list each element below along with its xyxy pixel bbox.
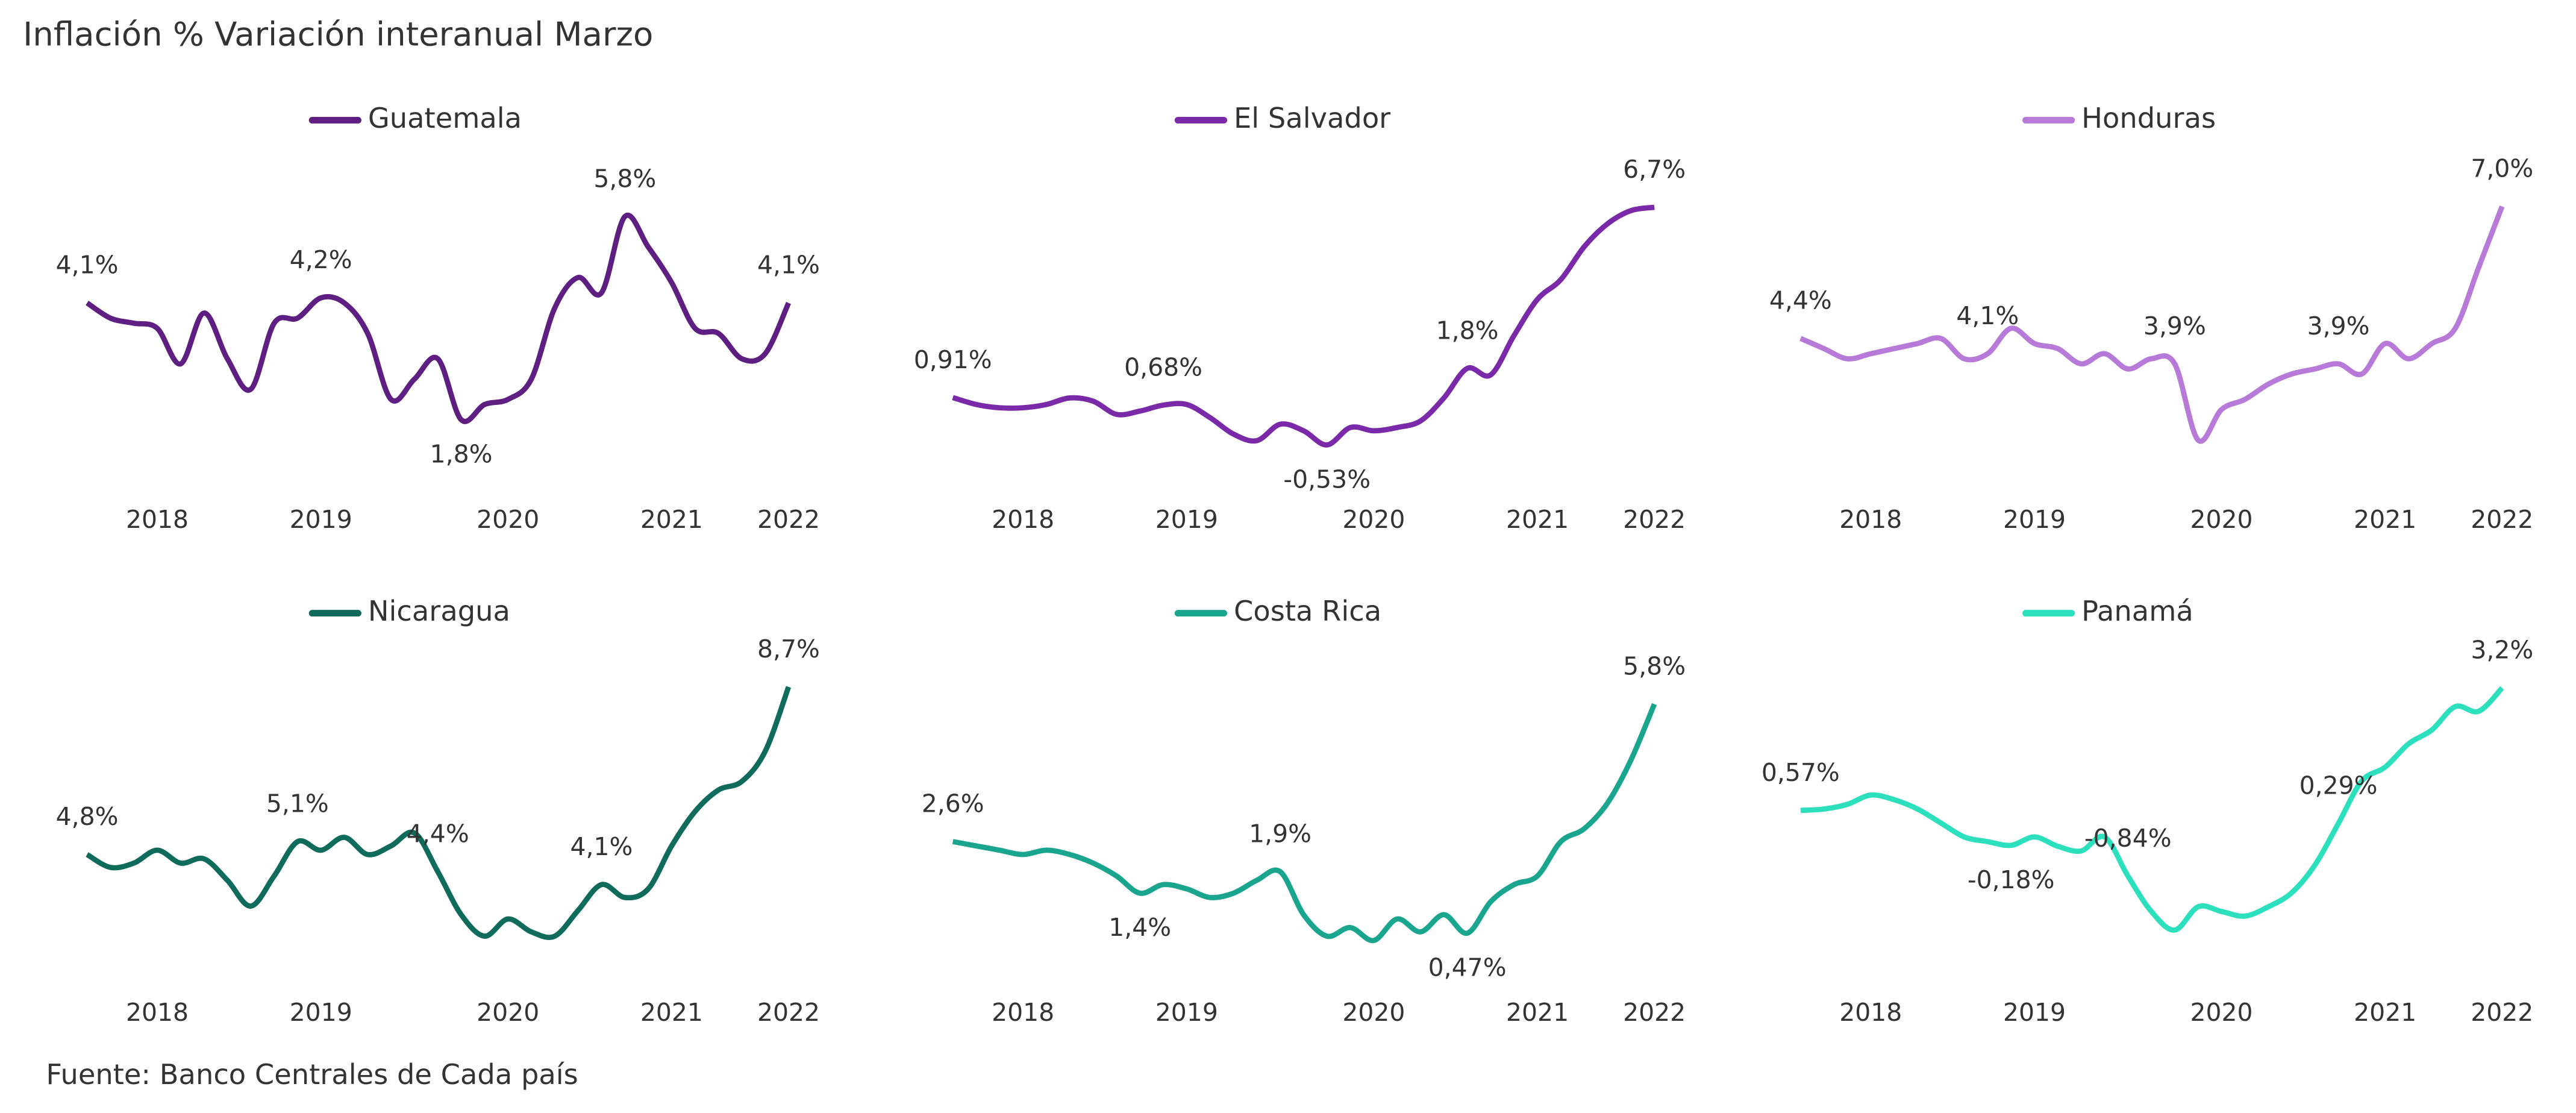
series-line bbox=[86, 686, 792, 940]
legend-label: Costa Rica bbox=[1234, 595, 1381, 627]
x-tick-label: 2020 bbox=[477, 505, 539, 534]
x-tick-label: 2019 bbox=[290, 998, 352, 1027]
x-tick-label: 2021 bbox=[2354, 998, 2416, 1027]
data-label: 4,1% bbox=[56, 251, 119, 280]
x-tick-label: 2018 bbox=[1839, 505, 1902, 534]
data-label: 3,9% bbox=[2307, 312, 2370, 340]
x-tick-label: 2022 bbox=[2471, 998, 2533, 1027]
data-label: 1,9% bbox=[1249, 820, 1311, 848]
data-label: 5,8% bbox=[593, 164, 656, 193]
legend-label: Honduras bbox=[2081, 102, 2216, 134]
data-label: -0,18% bbox=[1968, 865, 2055, 894]
data-label: 1,4% bbox=[1108, 913, 1171, 942]
data-label: 0,68% bbox=[1124, 353, 1202, 381]
x-tick-label: 2021 bbox=[2354, 505, 2416, 534]
legend-label: Guatemala bbox=[368, 102, 522, 134]
data-label: 0,91% bbox=[914, 345, 992, 374]
data-label: 3,2% bbox=[2471, 636, 2533, 665]
data-label: 4,1% bbox=[757, 251, 820, 280]
data-label: 2,6% bbox=[922, 789, 984, 818]
data-label: 4,4% bbox=[1769, 286, 1832, 315]
series-line bbox=[952, 204, 1655, 448]
data-label: 6,7% bbox=[1623, 155, 1686, 184]
data-label: 1,8% bbox=[1436, 316, 1499, 345]
x-tick-label: 2019 bbox=[1155, 505, 1218, 534]
x-tick-label: 2018 bbox=[126, 505, 189, 534]
source-note: Fuente: Banco Centrales de Cada país bbox=[46, 1058, 578, 1091]
x-tick-label: 2022 bbox=[757, 505, 820, 534]
series-line bbox=[1800, 686, 2504, 933]
x-tick-label: 2018 bbox=[126, 998, 189, 1027]
x-tick-label: 2019 bbox=[2003, 505, 2066, 534]
data-label: 4,1% bbox=[571, 832, 633, 861]
x-tick-label: 2020 bbox=[477, 998, 539, 1027]
data-label: 5,1% bbox=[266, 789, 329, 818]
data-label: 0,29% bbox=[2299, 771, 2378, 800]
x-tick-label: 2021 bbox=[640, 998, 703, 1027]
x-tick-label: 2018 bbox=[1839, 998, 1902, 1027]
data-label: 5,8% bbox=[1623, 651, 1686, 680]
legend-label: El Salvador bbox=[1234, 102, 1391, 134]
data-label: 4,2% bbox=[290, 245, 352, 274]
x-tick-label: 2020 bbox=[2190, 505, 2252, 534]
series-line bbox=[86, 212, 791, 424]
x-tick-label: 2019 bbox=[2003, 998, 2066, 1027]
data-label: 4,8% bbox=[56, 802, 119, 831]
data-label: -0,84% bbox=[2084, 824, 2172, 853]
legend-label: Panamá bbox=[2081, 595, 2193, 627]
data-label: 4,4% bbox=[407, 820, 469, 848]
data-label: 1,8% bbox=[430, 440, 493, 469]
x-tick-label: 2019 bbox=[1155, 998, 1218, 1027]
legend-label: Nicaragua bbox=[368, 595, 510, 627]
series-line bbox=[1799, 205, 2505, 444]
data-label: 8,7% bbox=[757, 635, 820, 663]
data-label: 7,0% bbox=[2471, 154, 2533, 183]
data-label: 0,47% bbox=[1428, 953, 1507, 982]
x-tick-label: 2021 bbox=[1506, 505, 1569, 534]
page-title: Inflación % Variación interanual Marzo bbox=[23, 15, 653, 54]
x-tick-label: 2018 bbox=[992, 505, 1054, 534]
x-tick-label: 2022 bbox=[757, 998, 820, 1027]
data-label: 4,1% bbox=[1956, 301, 2019, 330]
x-tick-label: 2021 bbox=[640, 505, 703, 534]
x-tick-label: 2020 bbox=[1342, 998, 1405, 1027]
x-tick-label: 2022 bbox=[2471, 505, 2533, 534]
x-tick-label: 2018 bbox=[992, 998, 1054, 1027]
x-tick-label: 2022 bbox=[1623, 505, 1686, 534]
data-label: 0,57% bbox=[1762, 758, 1840, 787]
data-label: 3,9% bbox=[2143, 312, 2206, 340]
x-tick-label: 2020 bbox=[1342, 505, 1405, 534]
x-tick-label: 2022 bbox=[1623, 998, 1686, 1027]
data-label: -0,53% bbox=[1283, 465, 1371, 494]
series-line bbox=[952, 703, 1657, 944]
x-tick-label: 2020 bbox=[2190, 998, 2252, 1027]
x-tick-label: 2021 bbox=[1506, 998, 1569, 1027]
x-tick-label: 2019 bbox=[290, 505, 352, 534]
